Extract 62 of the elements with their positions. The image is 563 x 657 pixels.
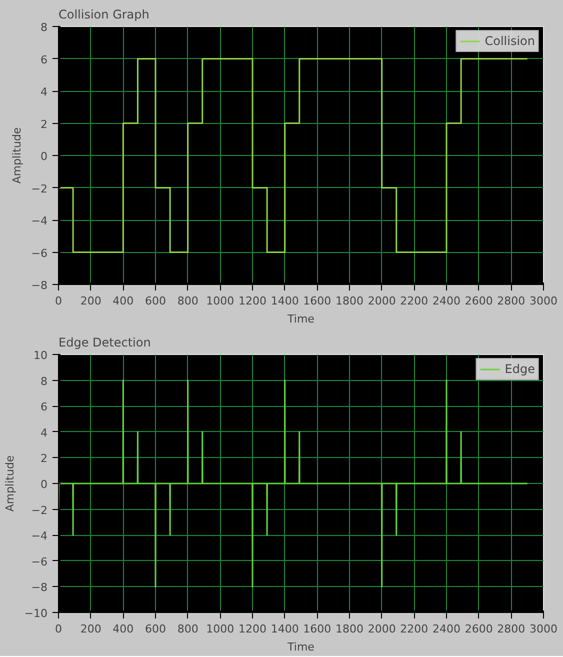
y-tick-label: 0 <box>40 478 48 491</box>
x-axis-title: Time <box>286 640 315 654</box>
y-tick-label: 2 <box>40 452 48 466</box>
x-tick-label: 400 <box>112 622 134 636</box>
x-tick-label: 1800 <box>336 622 364 636</box>
x-tick-label: 0 <box>55 294 62 308</box>
chart-title: Edge Detection <box>58 336 151 350</box>
x-tick-label: 1200 <box>238 622 267 636</box>
x-tick-label: 1400 <box>270 294 299 308</box>
x-tick-label: 2000 <box>368 294 396 308</box>
x-tick-label: 1600 <box>303 622 332 636</box>
y-tick-label: −10 <box>24 607 48 620</box>
y-tick-label: −4 <box>31 530 48 543</box>
y-tick-label: −6 <box>31 555 48 568</box>
x-tick-label: 200 <box>80 622 102 636</box>
x-tick-label: 2000 <box>368 622 396 636</box>
y-tick-label: 6 <box>40 400 48 414</box>
x-tick-label: 3000 <box>530 622 558 636</box>
x-tick-label: 1000 <box>206 294 234 308</box>
x-tick-label: 2600 <box>464 622 493 636</box>
y-tick-label: −4 <box>31 214 48 228</box>
x-tick-label: 1600 <box>303 294 332 308</box>
y-tick-label: 4 <box>40 426 48 440</box>
legend-label: Edge <box>504 362 535 376</box>
x-axis-title: Time <box>286 312 315 326</box>
x-tick-label: 1800 <box>336 294 364 308</box>
x-tick-label: 3000 <box>530 294 558 308</box>
y-tick-label: 6 <box>40 53 48 66</box>
y-tick-label: 10 <box>34 349 48 362</box>
x-tick-label: 2400 <box>432 622 461 636</box>
x-tick-label: 2800 <box>497 622 526 636</box>
y-tick-label: −6 <box>31 246 48 260</box>
x-tick-label: 2400 <box>432 294 461 308</box>
line-series <box>58 58 528 253</box>
y-tick-label: −2 <box>31 504 48 517</box>
y-tick-label: 2 <box>40 118 48 131</box>
y-axis-title: Amplitude <box>3 455 16 512</box>
x-tick-label: 800 <box>177 294 198 308</box>
x-tick-label: 2800 <box>497 294 526 308</box>
y-tick-label: 4 <box>40 86 48 98</box>
x-tick-label: 1000 <box>206 622 234 636</box>
y-tick-label: −8 <box>31 581 48 594</box>
x-tick-label: 200 <box>80 294 102 308</box>
x-tick-label: 800 <box>177 622 198 636</box>
x-tick-label: 1400 <box>270 622 299 636</box>
x-tick-label: 0 <box>55 622 62 636</box>
y-tick-label: −8 <box>31 279 48 292</box>
y-tick-label: 0 <box>40 150 48 163</box>
x-tick-label: 2200 <box>400 622 428 636</box>
x-tick-label: 600 <box>145 622 166 636</box>
chart-title: Collision Graph <box>58 8 150 22</box>
x-tick-label: 2200 <box>400 294 428 308</box>
x-tick-label: 400 <box>112 294 134 308</box>
legend-label: Collision <box>484 34 535 48</box>
y-tick-label: −2 <box>31 182 48 196</box>
y-tick-label: 8 <box>40 374 48 388</box>
line-series <box>58 380 528 588</box>
x-tick-label: 1200 <box>238 294 267 308</box>
y-tick-label: 8 <box>40 21 48 34</box>
y-axis-title: Amplitude <box>10 127 24 184</box>
x-tick-label: 2600 <box>464 294 493 308</box>
x-tick-label: 600 <box>145 294 166 308</box>
